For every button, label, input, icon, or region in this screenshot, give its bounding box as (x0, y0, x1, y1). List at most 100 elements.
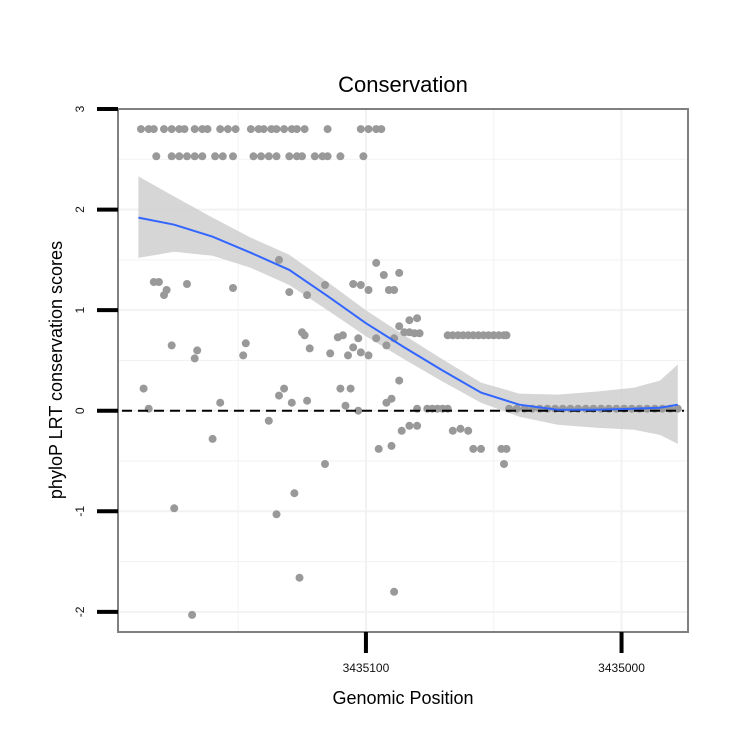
data-point (216, 125, 225, 134)
data-point (502, 444, 511, 453)
smooth-fit-line (138, 216, 678, 411)
data-point (180, 125, 189, 134)
data-point (382, 341, 391, 350)
data-point (229, 284, 237, 292)
data-point (241, 339, 250, 348)
data-point (190, 354, 199, 363)
data-point (364, 351, 373, 360)
data-point (229, 152, 237, 161)
confidence-band (138, 176, 678, 444)
data-point (280, 125, 289, 134)
data-point (249, 152, 258, 161)
data-point (356, 125, 365, 134)
y-tick-label: 3 (73, 105, 87, 112)
data-point (167, 125, 176, 134)
data-point (387, 394, 396, 403)
data-point (321, 281, 329, 289)
data-point (395, 268, 404, 277)
data-point (469, 444, 478, 453)
data-point (464, 426, 473, 435)
data-point (341, 401, 350, 410)
data-point (149, 125, 158, 134)
data-point (500, 460, 508, 468)
data-point (413, 314, 422, 323)
data-point (372, 334, 381, 343)
data-point (190, 152, 199, 161)
data-point (395, 376, 404, 385)
data-point (290, 489, 299, 498)
data-point (377, 125, 386, 134)
x-tick-label: 3435100 (343, 661, 390, 675)
chart-title: Conservation (338, 72, 468, 97)
data-point (413, 421, 422, 430)
data-point (188, 610, 197, 619)
data-point (272, 125, 281, 134)
data-point (379, 271, 388, 279)
data-point (390, 286, 399, 294)
data-point (275, 391, 283, 400)
data-point (154, 278, 163, 286)
data-point (285, 288, 294, 297)
data-point (167, 341, 176, 350)
data-point (162, 286, 171, 294)
data-point (346, 384, 355, 393)
data-point (303, 291, 312, 300)
data-point (354, 406, 363, 415)
plot-frame (117, 108, 689, 633)
data-point (300, 331, 309, 340)
data-point (298, 152, 306, 161)
data-point (175, 152, 184, 161)
data-point (415, 329, 424, 338)
data-point (223, 125, 232, 134)
x-axis-label: Genomic Position (332, 688, 473, 708)
x-tick-label: 3435000 (598, 661, 645, 675)
data-point (405, 316, 414, 325)
y-tick-label: 0 (73, 407, 87, 414)
data-point (167, 152, 176, 161)
y-axis: -2 -1 0 1 2 3 (73, 105, 118, 617)
data-point (323, 125, 332, 134)
data-point (300, 125, 309, 134)
plot-background (118, 109, 688, 632)
data-point (374, 444, 383, 453)
data-point (231, 125, 240, 134)
data-point (344, 351, 352, 360)
data-point (502, 331, 511, 340)
data-point (208, 434, 217, 443)
data-point (259, 125, 268, 134)
data-point (356, 348, 365, 357)
data-point (292, 125, 301, 134)
data-point (139, 384, 148, 393)
data-point (211, 152, 220, 161)
data-point (272, 510, 281, 519)
data-point (372, 258, 381, 267)
data-point (193, 346, 202, 355)
y-tick-label: -1 (73, 506, 87, 517)
data-point (216, 398, 225, 407)
data-point (456, 424, 465, 433)
data-point (390, 587, 399, 596)
data-point (239, 351, 248, 360)
data-point (477, 444, 485, 453)
data-point (356, 281, 365, 289)
data-point (183, 152, 191, 161)
data-point (397, 426, 406, 435)
data-point (305, 344, 314, 353)
data-point (280, 384, 289, 393)
data-point (272, 152, 281, 161)
data-point (354, 334, 363, 343)
data-point (349, 343, 358, 352)
data-point (183, 280, 191, 288)
data-point (349, 280, 358, 288)
data-point (218, 152, 227, 161)
data-point (198, 152, 207, 161)
data-point (190, 125, 199, 134)
data-point (364, 286, 373, 294)
data-point (152, 152, 161, 161)
data-point (160, 125, 168, 134)
data-point (364, 125, 373, 134)
data-point (321, 460, 329, 468)
data-point (387, 441, 396, 450)
y-tick-label: 2 (73, 206, 87, 213)
